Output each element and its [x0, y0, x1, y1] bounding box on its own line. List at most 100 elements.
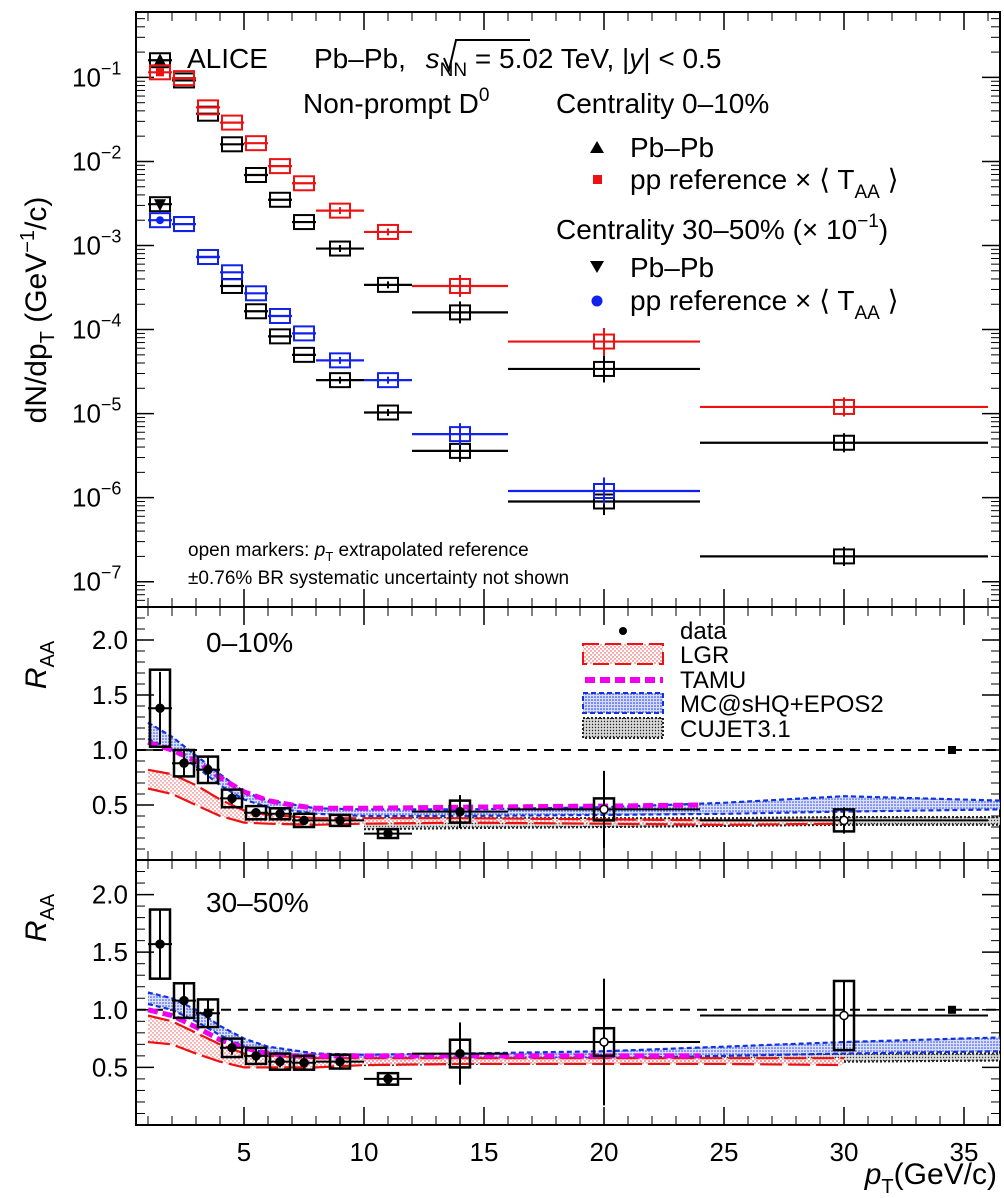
legend-cent2-pbpb-marker [590, 261, 604, 273]
raa-central-panel: 0.5 1.0 1.5 2.0 [92, 607, 1001, 860]
raa-point [155, 939, 165, 949]
raa-semi-panel: 0.5 1.0 1.5 2.0 5 10 15 20 25 30 35 [92, 860, 1001, 1167]
spectra-syst-box [449, 277, 471, 294]
spectra-y-tick-label: 10−2 [72, 142, 121, 176]
spectra-panel: 10−1 10−2 10−3 10−4 10−5 10−6 10−7 [72, 12, 1000, 608]
legend-cent1-pbpb-marker [590, 141, 604, 153]
spectra-syst-box [245, 303, 267, 320]
spectra-syst-box [245, 285, 267, 302]
raa-syst-box [292, 1054, 316, 1071]
raa-point [335, 815, 345, 826]
raa-syst-box [448, 1038, 472, 1069]
x-tick-label: 5 [237, 1137, 251, 1167]
raa-point [383, 828, 393, 839]
legend-cujet-swatch [582, 717, 664, 739]
spectra-syst-box [593, 333, 615, 350]
legend-cent1-pbpb: Pb–Pb [630, 132, 714, 163]
spectra-syst-box [377, 223, 399, 240]
spectra-syst-box [173, 216, 195, 233]
spectra-syst-box [833, 434, 855, 451]
note-extrapolated: open markers: pT extrapolated reference [188, 540, 529, 564]
raa-syst-box [244, 1046, 268, 1066]
raa-y-tick-label: 0.5 [92, 790, 128, 820]
spectra-point [154, 199, 166, 212]
spectra-point [154, 53, 166, 66]
raa-point [275, 1056, 285, 1067]
raa-syst-box [220, 1037, 244, 1059]
note-br-systematic: ±0.76% BR systematic uncertainty not sho… [188, 568, 569, 589]
normalisation-box [948, 746, 956, 754]
spectra-y-tick-label: 10−3 [72, 227, 121, 261]
legend-tamu-label: TAMU [680, 667, 746, 694]
mcshq-upper [147, 991, 1001, 1056]
raa-y-tick-label: 2.0 [92, 625, 128, 655]
raa-point [227, 1043, 237, 1053]
spectra-syst-box [173, 70, 195, 87]
legend-cent2-pp-marker [591, 295, 603, 307]
legend-mcshq-swatch [582, 692, 664, 714]
raa-point [299, 815, 309, 826]
raa-point [599, 804, 609, 815]
spectra-syst-box [329, 372, 351, 389]
spectra-syst-box [269, 328, 291, 345]
spectra-syst-box [149, 212, 171, 229]
mcshq-band [148, 992, 1000, 1061]
spectra-syst-box [593, 482, 615, 499]
raa-y-tick-label: 0.5 [92, 1052, 128, 1082]
raa-syst-box [172, 748, 196, 778]
spectra-syst-box [221, 114, 243, 131]
mcshq-upper [147, 721, 1001, 811]
sqrt-sign [443, 39, 530, 74]
raa-syst-box [196, 998, 220, 1029]
legend-cent2-pp: pp reference × ⟨ TAA ⟩ [630, 285, 899, 324]
raa-point [335, 1056, 345, 1067]
spectra-y-tick-label: 10−4 [72, 311, 121, 345]
raa-central-label: 0–10% [206, 627, 293, 658]
raa-point [179, 758, 189, 768]
raa-y-tick-label: 1.5 [92, 937, 128, 967]
raa-y-tick-label: 1.0 [92, 735, 128, 765]
spectra-syst-box [293, 214, 315, 231]
species-label: Non-prompt D0 [303, 85, 489, 119]
spectra-syst-box [245, 135, 267, 152]
raa-syst-box [148, 668, 172, 748]
raa-point [203, 1008, 213, 1018]
spectra-point [156, 68, 164, 77]
raa-syst-box [832, 808, 856, 833]
raa-point [251, 807, 261, 818]
spectra-y-tick-label: 10−1 [72, 58, 121, 92]
spectra-syst-box [197, 248, 219, 265]
spectra-y-tick-label: 10−7 [72, 563, 121, 597]
raa-point [275, 809, 285, 819]
raa-syst-box [268, 1052, 292, 1071]
raa-syst-box [328, 813, 352, 828]
spectra-syst-box [329, 240, 351, 257]
mcshq-lower [147, 738, 1001, 818]
x-tick-label: 10 [350, 1137, 379, 1167]
x-tick-label: 15 [470, 1137, 499, 1167]
alice-label: ALICE [187, 43, 268, 74]
lgr-lower [147, 1040, 845, 1069]
spectra-syst-box [593, 360, 615, 377]
raa-semi-y-axis-title: RAA [20, 893, 59, 942]
spectra-point [156, 216, 164, 225]
spectra-syst-box [377, 276, 399, 293]
raa-syst-box [832, 979, 856, 1052]
spectra-syst-box [329, 202, 351, 219]
raa-syst-box [592, 797, 616, 822]
legend-data-marker [619, 627, 627, 635]
spectra-y-tick-label: 10−6 [72, 479, 121, 513]
legend-cent1-pp: pp reference × ⟨ TAA ⟩ [630, 164, 899, 203]
lgr-lower [147, 787, 845, 826]
spectra-syst-box [833, 548, 855, 565]
spectra-syst-box [329, 352, 351, 369]
raa-syst-box [244, 804, 268, 821]
spectra-syst-box [245, 166, 267, 183]
tamu-curve [147, 739, 701, 811]
legend-cujet-label: CUJET3.1 [680, 716, 791, 743]
collision-system-label: Pb–Pb, sNN = 5.02 TeV, |y| < 0.5 [314, 43, 721, 81]
legend-cent2-title: Centrality 30–50% (× 10−1) [556, 211, 888, 245]
spectra-syst-box [377, 404, 399, 421]
